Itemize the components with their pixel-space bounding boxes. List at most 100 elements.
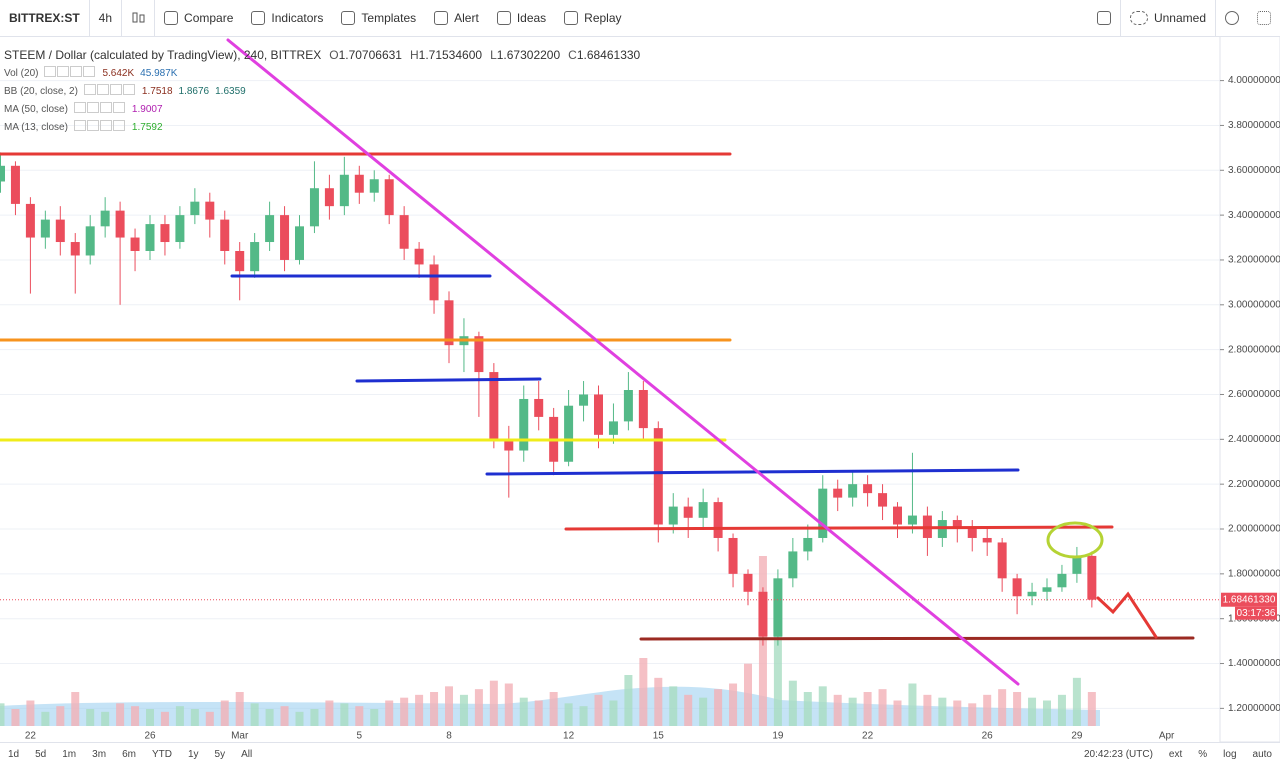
indicator-value: 1.7518: [141, 85, 173, 97]
volume-bar: [788, 680, 797, 726]
candle-body: [250, 242, 260, 272]
settings[interactable]: [1216, 0, 1248, 36]
candle-body: [295, 226, 304, 260]
volume-bar: [654, 677, 663, 726]
symbol[interactable]: BITTREX:ST: [9, 11, 80, 25]
indicator-control[interactable]: [57, 66, 70, 77]
scale-option[interactable]: log: [1223, 748, 1237, 760]
indicator-control[interactable]: [122, 84, 135, 95]
y-tick-label: 2.60000000: [1228, 389, 1280, 400]
button-label[interactable]: Ideas: [516, 11, 547, 25]
indicator-control[interactable]: [83, 84, 96, 95]
grid: [0, 80, 1220, 709]
volume-bar: [968, 703, 977, 726]
volume-bar: [953, 700, 962, 726]
checkbox[interactable]: [1096, 11, 1111, 25]
ohlc-key: O: [329, 48, 339, 62]
volume-bar: [594, 694, 603, 726]
button-label[interactable]: Replay: [584, 11, 622, 25]
button-label[interactable]: Alert: [454, 11, 479, 25]
toolbar-button[interactable]: Alert: [425, 0, 488, 36]
layout-name[interactable]: Unnamed: [1153, 11, 1206, 25]
candle-body: [25, 203, 35, 238]
volume-bar: [400, 697, 409, 726]
separator: [1119, 0, 1121, 36]
volume-bar: [26, 700, 35, 726]
x-axis: [0, 728, 1220, 742]
volume-bar: [340, 703, 349, 726]
ohlc-key: C: [568, 48, 577, 62]
range-button[interactable]: 1m: [62, 748, 77, 760]
candle-body: [1042, 587, 1052, 592]
indicator-control[interactable]: [109, 84, 122, 95]
scale-option[interactable]: %: [1198, 748, 1208, 760]
indicator-control[interactable]: [99, 102, 112, 113]
chart-style[interactable]: [122, 0, 154, 36]
candle-body: [10, 165, 20, 204]
indicator-control[interactable]: [70, 66, 83, 77]
separator: [88, 0, 90, 36]
clock: 20:42:23 (UTC): [1084, 748, 1153, 760]
indicator-control[interactable]: [99, 120, 112, 131]
volume-bar: [699, 697, 708, 726]
candle-body: [683, 506, 693, 518]
x-tick-label: 15: [653, 731, 665, 742]
indicator-control[interactable]: [112, 120, 125, 131]
candle-body: [474, 336, 484, 373]
indicator-control[interactable]: [73, 120, 86, 131]
volume-bar: [878, 689, 887, 726]
toolbar-button[interactable]: Ideas: [488, 0, 555, 36]
interval-label[interactable]: 4h: [98, 11, 113, 25]
volume-bar: [803, 692, 812, 726]
range-button[interactable]: 5d: [35, 748, 47, 760]
range-button[interactable]: 6m: [122, 748, 136, 760]
candle-body: [534, 398, 544, 417]
volume-bar: [474, 689, 483, 726]
scale-option[interactable]: ext: [1168, 748, 1183, 760]
interval[interactable]: 4h: [90, 0, 121, 36]
expand-icon: [1257, 11, 1271, 25]
volume-bar: [146, 709, 154, 726]
candle-body: [489, 372, 499, 440]
range-button[interactable]: 3m: [92, 748, 107, 760]
candle-body: [444, 300, 454, 346]
indicator-control[interactable]: [73, 102, 86, 113]
separator: [1215, 0, 1216, 36]
scale-option[interactable]: auto: [1252, 748, 1272, 760]
volume-bar: [908, 683, 917, 726]
range-button[interactable]: YTD: [151, 748, 172, 760]
layout[interactable]: Unnamed: [1121, 0, 1215, 36]
indicator-control[interactable]: [86, 120, 99, 131]
range-button[interactable]: 1y: [187, 748, 199, 760]
indicator-control[interactable]: [86, 102, 99, 113]
indicator-control[interactable]: [96, 84, 109, 95]
volume-pane: [0, 556, 1100, 726]
fullscreen-check[interactable]: [1088, 0, 1120, 36]
button-label[interactable]: Indicators: [271, 11, 324, 25]
volume-bar: [86, 709, 95, 726]
candle-body: [713, 502, 723, 538]
range-button[interactable]: 1d: [8, 748, 20, 760]
candle-body: [175, 215, 185, 243]
toolbar-button[interactable]: Templates: [332, 0, 425, 36]
candle-body: [623, 390, 633, 422]
indicator-control[interactable]: [112, 102, 125, 113]
button-icon: [564, 11, 579, 25]
button-label[interactable]: Templates: [361, 11, 417, 25]
symbol-search[interactable]: BITTREX:ST: [0, 0, 89, 36]
volume-bar: [415, 694, 424, 726]
y-tick-label: 2.80000000: [1228, 344, 1280, 355]
fullscreen[interactable]: [1248, 0, 1280, 36]
toolbar-button[interactable]: Indicators: [242, 0, 332, 36]
range-button[interactable]: All: [241, 748, 253, 760]
toolbar-button[interactable]: Replay: [555, 0, 630, 36]
volume-bar: [250, 703, 259, 726]
indicator-control[interactable]: [44, 66, 57, 77]
candle-body: [788, 551, 798, 579]
volume-bar: [160, 711, 169, 726]
toolbar-button[interactable]: Compare: [155, 0, 242, 36]
button-label[interactable]: Compare: [184, 11, 234, 25]
range-button[interactable]: 5y: [214, 748, 226, 760]
indicator-control[interactable]: [83, 66, 96, 77]
